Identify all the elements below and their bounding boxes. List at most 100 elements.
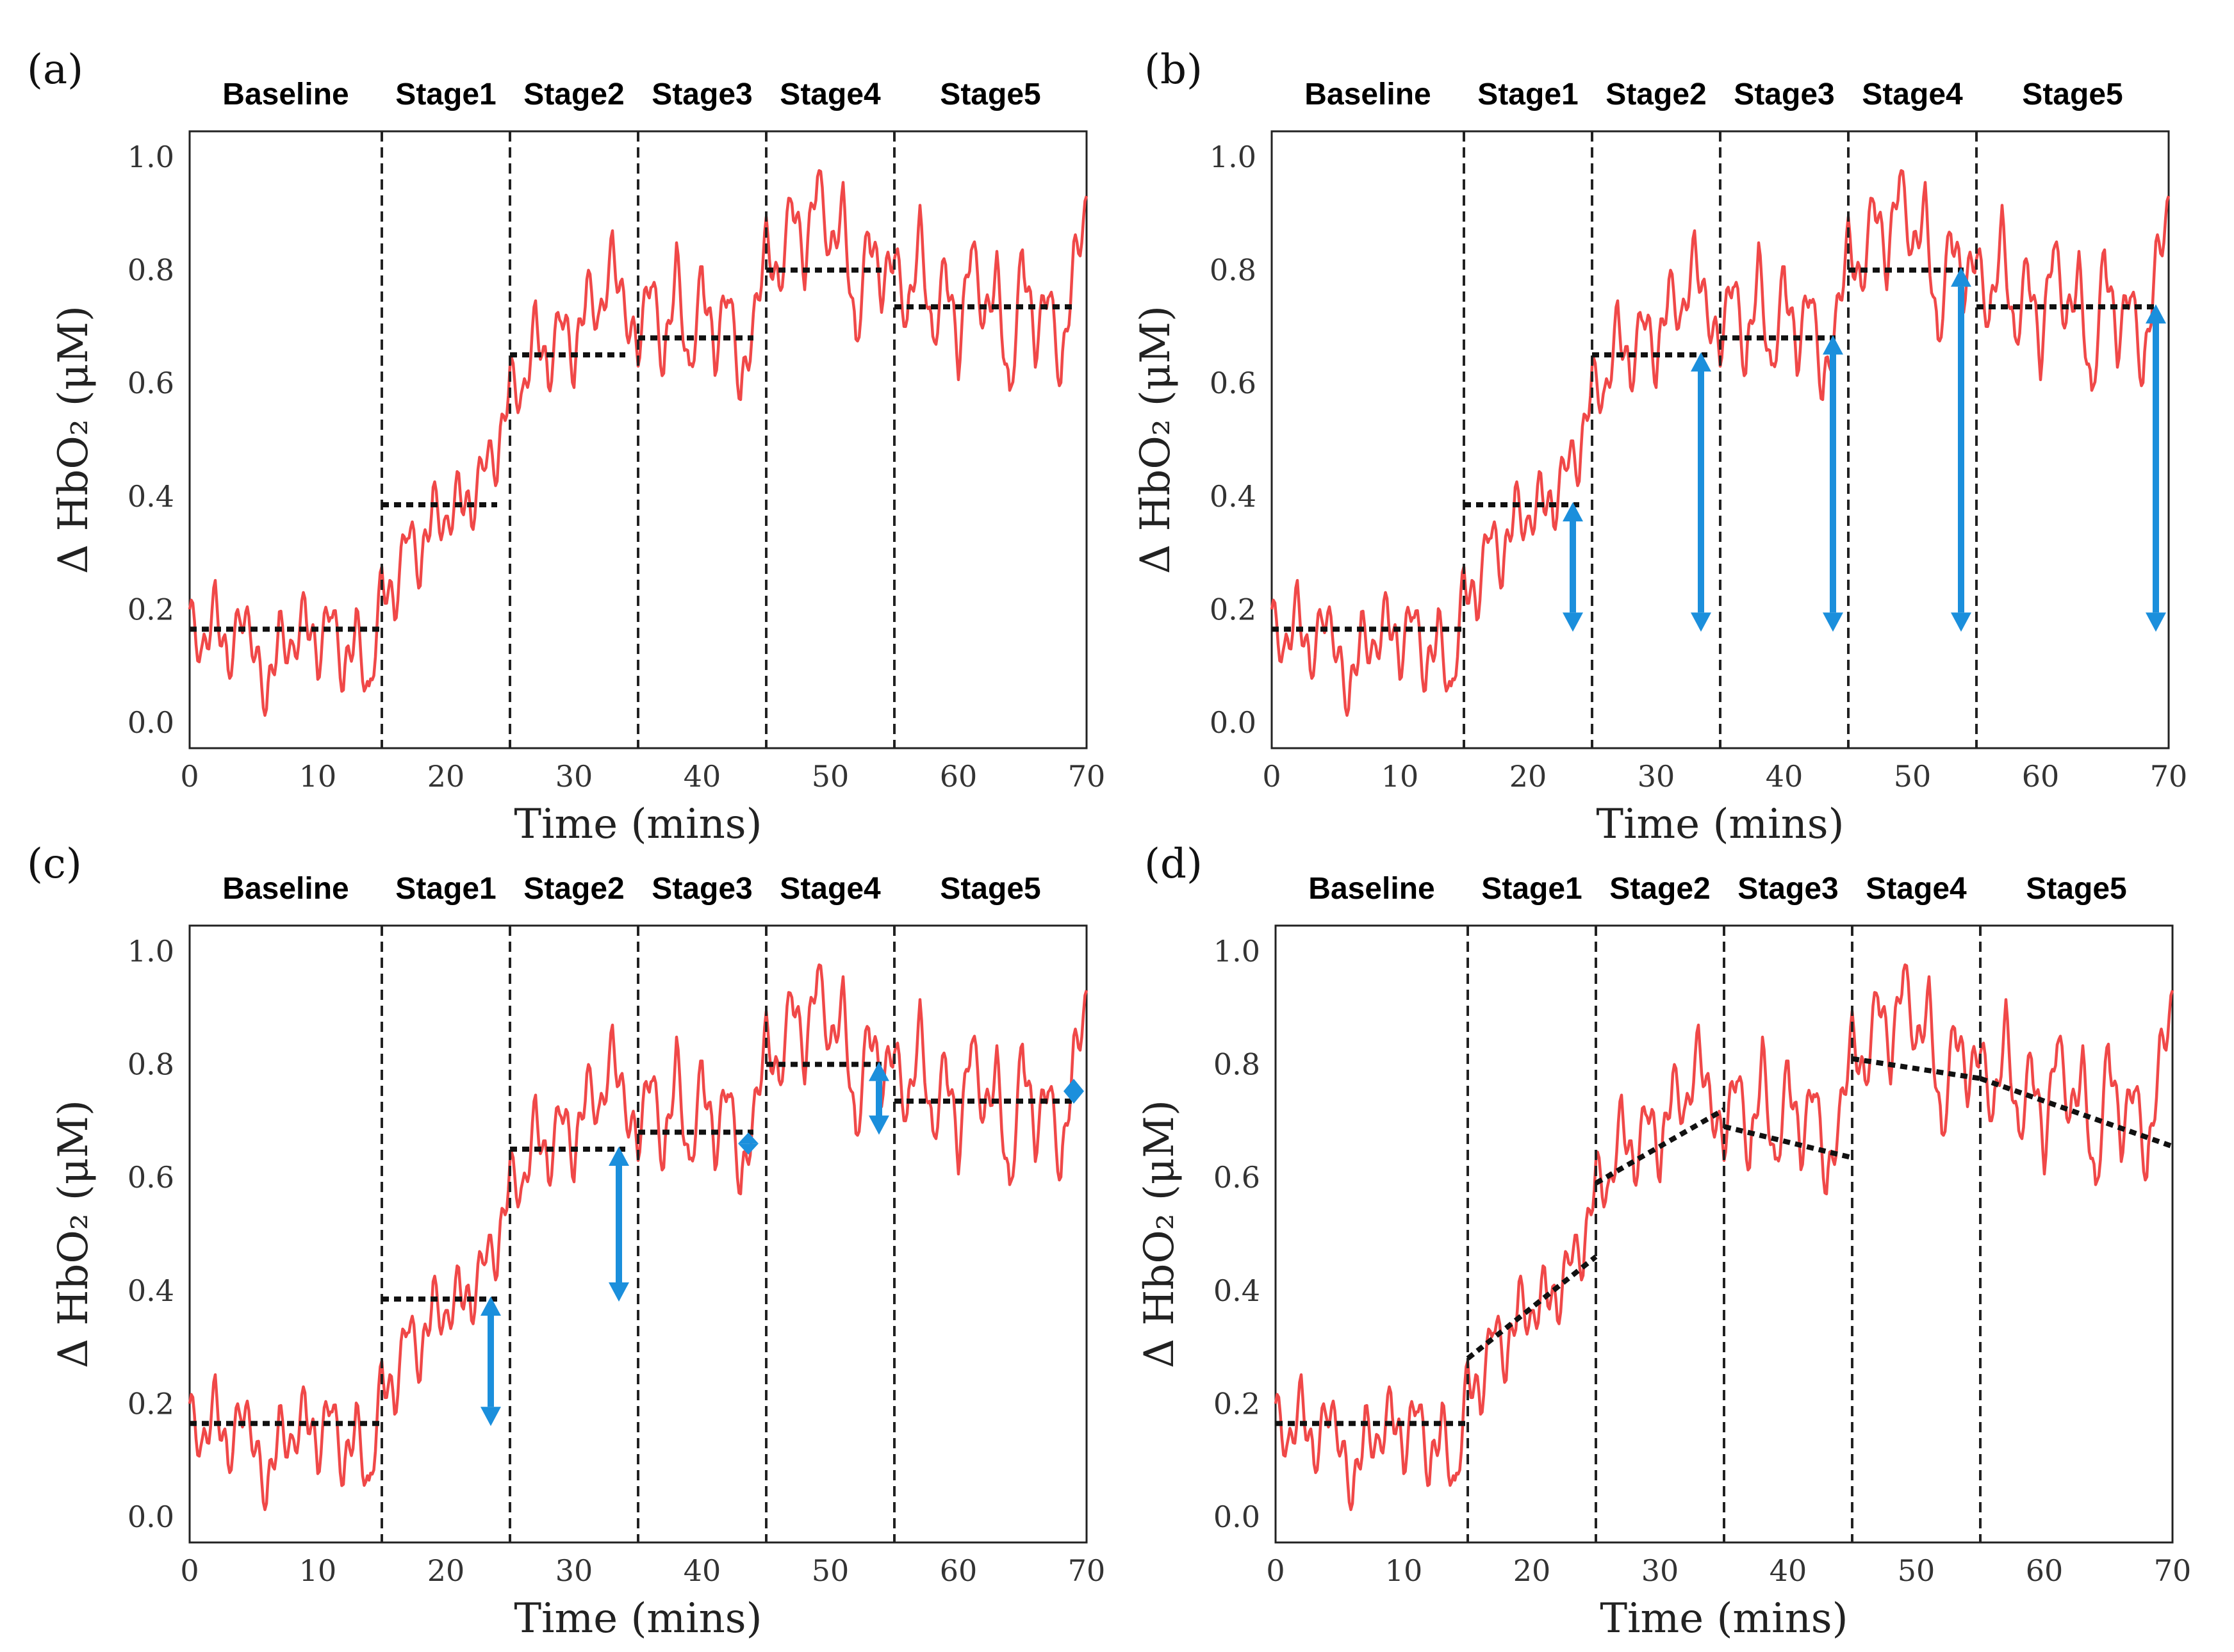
stage-mean-line: [1595, 1107, 1725, 1186]
stage-label: Stage3: [1734, 78, 1834, 111]
stage-mean-line: [1852, 1056, 1981, 1081]
panel-label: (a): [27, 46, 83, 94]
arrow-head-down: [609, 1282, 629, 1302]
y-tick-label: 1.0: [1210, 140, 1256, 174]
y-tick-label: 0.4: [127, 1273, 174, 1308]
stage-label: Stage3: [652, 78, 752, 111]
x-tick-label: 20: [1513, 1553, 1551, 1588]
stage-label: Stage5: [2022, 78, 2123, 111]
x-tick-label: 0: [180, 1553, 199, 1588]
arrow-head-up: [1823, 335, 1843, 355]
x-tick-label: 70: [2154, 1553, 2192, 1588]
y-tick-label: 0.4: [127, 479, 174, 514]
stage-label: Baseline: [222, 872, 349, 906]
stage-label: Stage4: [780, 78, 881, 111]
x-tick-label: 40: [1770, 1553, 1807, 1588]
difference-arrow: [869, 1061, 889, 1135]
x-tick-label: 50: [1894, 759, 1932, 794]
arrow-head-down: [869, 1115, 889, 1135]
y-axis-title: Δ HbO₂ (μM): [50, 306, 97, 574]
stage-mean-line: [1979, 1075, 2174, 1149]
difference-arrow: [480, 1296, 501, 1427]
arrow-head-up: [738, 1132, 759, 1144]
stage-label: Stage1: [1481, 872, 1582, 906]
difference-arrow: [738, 1132, 759, 1155]
x-tick-label: 50: [812, 1553, 850, 1588]
x-tick-label: 30: [1638, 759, 1675, 794]
panel-label: (b): [1144, 46, 1203, 94]
y-tick-label: 0.2: [127, 1386, 174, 1421]
x-tick-label: 20: [427, 1553, 465, 1588]
x-tick-label: 0: [180, 759, 199, 794]
arrow-head-up: [1064, 1079, 1084, 1092]
x-tick-label: 0: [1266, 1553, 1285, 1588]
y-tick-label: 1.0: [127, 140, 174, 174]
arrow-head-up: [609, 1147, 629, 1166]
y-axis-title: Δ HbO₂ (μM): [1136, 1100, 1183, 1368]
difference-arrow: [1951, 267, 1971, 632]
stage-label: Stage4: [780, 872, 881, 906]
x-axis-title: Time (mins): [1600, 1595, 1848, 1642]
x-tick-label: 20: [427, 759, 465, 794]
x-tick-label: 70: [1068, 759, 1106, 794]
panel-b: (b) Time (mins) Δ HbO₂ (μM) Baseline Stag…: [1132, 46, 2187, 848]
y-tick-label: 0.2: [127, 592, 174, 626]
x-tick-label: 60: [2022, 759, 2060, 794]
x-tick-label: 10: [1381, 759, 1419, 794]
difference-arrow: [1691, 352, 1711, 632]
y-tick-label: 1.0: [1213, 934, 1260, 969]
difference-arrow: [1563, 502, 1583, 632]
stage-label: Stage3: [1737, 872, 1838, 906]
arrow-head-down: [1563, 612, 1583, 632]
y-axis-title: Δ HbO₂ (μM): [50, 1100, 97, 1368]
panel-a: (a) Time (mins) Δ HbO₂ (μM) Baseline Stag…: [27, 46, 1105, 848]
x-tick-label: 10: [299, 759, 337, 794]
arrow-head-up: [869, 1061, 889, 1081]
x-tick-label: 70: [2150, 759, 2188, 794]
stage-label: Stage2: [523, 872, 624, 906]
arrow-head-up: [1563, 502, 1583, 522]
x-axis-title: Time (mins): [1596, 801, 1844, 848]
stage-label: Stage2: [1609, 872, 1710, 906]
x-tick-label: 50: [1898, 1553, 1935, 1588]
x-axis-title: Time (mins): [514, 1595, 762, 1642]
stage-label: Baseline: [1304, 78, 1431, 111]
stage-label: Stage5: [940, 872, 1040, 906]
panel-label: (d): [1144, 840, 1203, 888]
y-tick-label: 0.4: [1213, 1273, 1260, 1308]
x-tick-label: 50: [812, 759, 850, 794]
y-tick-label: 0.0: [127, 1500, 174, 1534]
x-tick-label: 60: [940, 1553, 978, 1588]
x-tick-label: 10: [1385, 1553, 1423, 1588]
stage-label: Stage1: [395, 78, 496, 111]
stage-label: Stage2: [523, 78, 624, 111]
panel-d: (d) Time (mins) Δ HbO₂ (μM) Baseline Stag…: [1136, 840, 2191, 1642]
arrow-head-down: [738, 1143, 759, 1155]
stage-label: Stage5: [940, 78, 1040, 111]
y-tick-label: 0.4: [1210, 479, 1256, 514]
panel-label: (c): [27, 840, 82, 888]
x-tick-label: 40: [684, 1553, 721, 1588]
stage-label: Stage5: [2026, 872, 2126, 906]
x-tick-label: 40: [684, 759, 721, 794]
difference-arrow: [609, 1147, 629, 1302]
difference-arrow: [1064, 1079, 1084, 1104]
stage-label: Stage1: [395, 872, 496, 906]
arrow-head-up: [1691, 352, 1711, 372]
arrow-head-up: [1951, 267, 1971, 287]
difference-arrow: [1823, 335, 1843, 632]
signal-line: [188, 169, 1088, 717]
y-tick-label: 0.2: [1210, 592, 1256, 626]
y-tick-label: 0.6: [1210, 366, 1256, 400]
arrow-head-down: [2146, 612, 2166, 632]
stage-mean-line: [1723, 1124, 1853, 1161]
x-tick-label: 30: [555, 1553, 593, 1588]
stage-label: Stage4: [1866, 872, 1967, 906]
arrow-head-up: [480, 1296, 501, 1316]
x-axis-title: Time (mins): [514, 801, 762, 848]
arrow-head-down: [1064, 1091, 1084, 1104]
y-tick-label: 0.2: [1213, 1386, 1260, 1421]
stage-label: Baseline: [1308, 872, 1434, 906]
x-tick-label: 40: [1766, 759, 1803, 794]
y-tick-label: 0.0: [1210, 705, 1256, 740]
